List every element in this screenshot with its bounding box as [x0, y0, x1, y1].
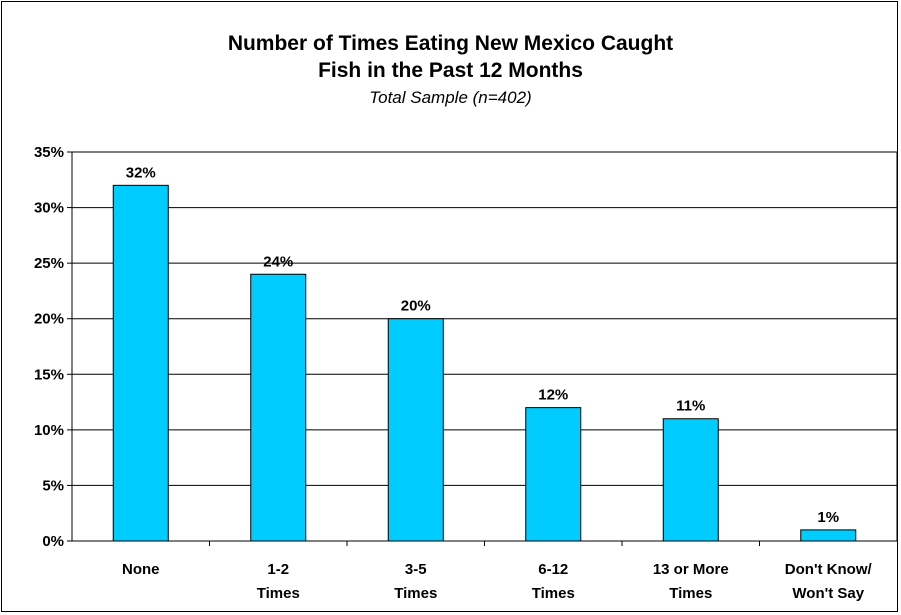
data-label: 20%	[401, 298, 431, 315]
bar	[250, 273, 307, 542]
y-tick-label: 35%	[34, 144, 64, 161]
data-label: 24%	[263, 253, 293, 270]
bar	[525, 407, 582, 542]
chart-subtitle: Total Sample (n=402)	[369, 88, 532, 107]
y-tick-label: 20%	[34, 311, 64, 328]
x-category-label: 1-2	[267, 561, 289, 578]
data-label: 1%	[817, 509, 839, 526]
chart-title-line1: Number of Times Eating New Mexico Caught	[227, 32, 674, 55]
bar	[662, 418, 719, 542]
data-label: 11%	[676, 398, 705, 415]
x-category-label: 6-12	[538, 561, 568, 578]
x-category-label: 3-5	[405, 561, 427, 578]
chart-title-line2: Fish in the Past 12 Months	[318, 59, 583, 82]
x-category-label: Times	[532, 585, 575, 602]
x-category-label: Times	[669, 585, 712, 602]
data-label: 32%	[126, 164, 156, 181]
x-category-label: Won't Say	[792, 585, 864, 602]
x-category-label: None	[122, 561, 160, 578]
y-tick-label: 15%	[34, 366, 64, 383]
y-tick-label: 0%	[42, 533, 64, 550]
y-tick-label: 30%	[34, 200, 64, 217]
x-category-label: Don't Know/	[785, 561, 873, 578]
y-tick-label: 5%	[42, 477, 64, 494]
y-tick-label: 10%	[34, 422, 64, 439]
x-category-label: Times	[257, 585, 300, 602]
plot-area	[71, 151, 898, 542]
bar	[800, 529, 857, 542]
data-label: 12%	[538, 387, 568, 404]
bar	[112, 184, 169, 542]
x-category-label: 13 or More	[653, 561, 729, 578]
bar	[387, 318, 444, 542]
y-tick-label: 25%	[34, 255, 64, 272]
x-category-label: Times	[394, 585, 437, 602]
